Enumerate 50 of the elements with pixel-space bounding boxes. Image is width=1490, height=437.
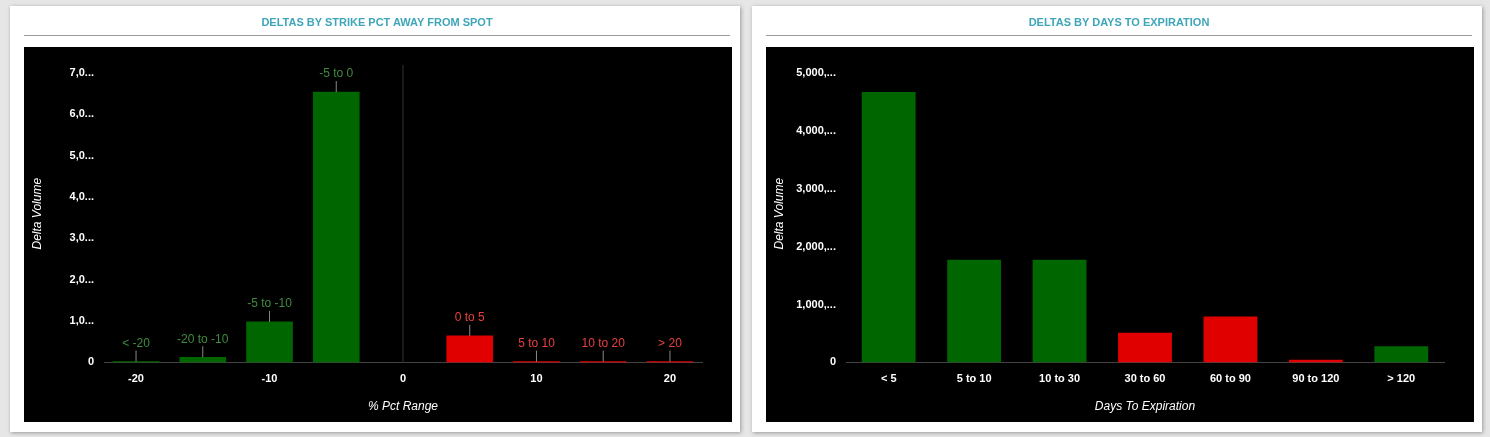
text: 2,0... [69,272,94,285]
bar [861,92,916,363]
text: 0 [87,355,94,368]
x-axis-title: Days To Expiration [1094,399,1196,414]
text: 1,0... [69,314,94,327]
x-tick-label: < 5 [880,372,897,385]
x-tick-label: 10 [530,372,543,385]
x-tick-label: 90 to 120 [1292,372,1340,385]
text: 4,000,... [796,123,836,136]
y-axis-title: Delta Volume [30,177,45,250]
annotation: 10 to 20 [581,335,626,350]
x-tick-label: 0 [399,372,407,385]
annotation: < -20 [122,335,151,350]
bar [246,321,293,363]
x-tick-label: 60 to 90 [1209,372,1251,385]
chart-title: DELTAS BY DAYS TO EXPIRATION [766,16,1472,36]
bar [1032,259,1087,363]
text: 7,0... [69,66,94,79]
x-tick-label: 20 [663,372,677,385]
annotation: 0 to 5 [454,310,486,325]
x-tick-label: -20 [128,372,144,385]
text: 6,0... [69,107,94,120]
bar [312,91,360,363]
x-tick-label: 5 to 10 [956,372,992,385]
annotation: -5 to 0 [319,66,354,81]
bar [446,335,494,363]
bar [179,356,227,363]
text: 2,000,... [796,239,836,252]
text: 5,0... [69,148,94,161]
bar [1374,346,1429,363]
annotation: > 20 [658,335,683,350]
x-tick-label: 30 to 60 [1124,372,1166,385]
y-axis-title: Delta Volume [772,177,787,250]
text: 1,000,... [796,297,836,310]
x-axis-title: % Pct Range [367,399,439,414]
annotation: -20 to -10 [177,331,229,346]
text: 0 [829,355,836,368]
bar [1203,316,1258,363]
text: 3,0... [69,231,94,244]
chart-title: DELTAS BY STRIKE PCT AWAY FROM SPOT [24,16,730,36]
bar [947,259,1002,363]
x-tick-label: 10 to 30 [1039,372,1081,385]
bar [1118,332,1172,363]
annotation: -5 to -10 [247,296,293,311]
text: 3,000,... [796,181,836,194]
annotation: 5 to 10 [518,335,556,350]
text: 4,0... [69,190,94,203]
x-tick-label: -10 [261,372,278,385]
x-tick-label: > 120 [1387,372,1416,385]
text: 5,000,... [796,66,836,79]
